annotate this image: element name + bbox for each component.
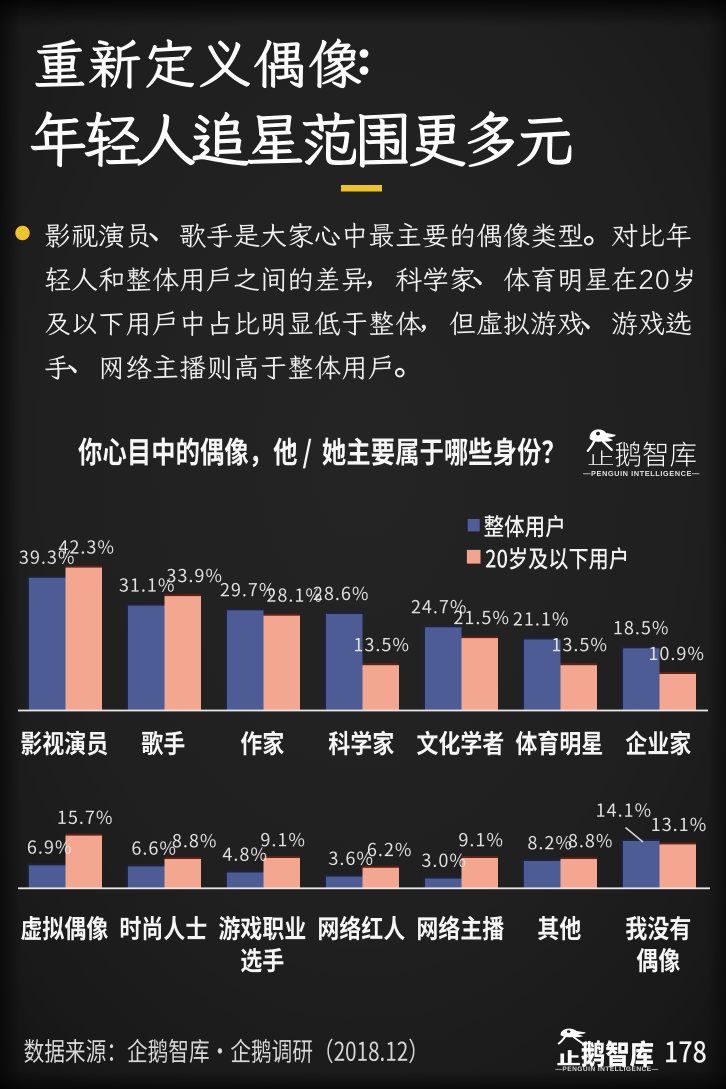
svg-text:—PENGUIN INTELLIGENCE—: —PENGUIN INTELLIGENCE— — [555, 1066, 658, 1073]
svg-text:—PENGUIN INTELLIGENCE—: —PENGUIN INTELLIGENCE— — [583, 469, 700, 478]
